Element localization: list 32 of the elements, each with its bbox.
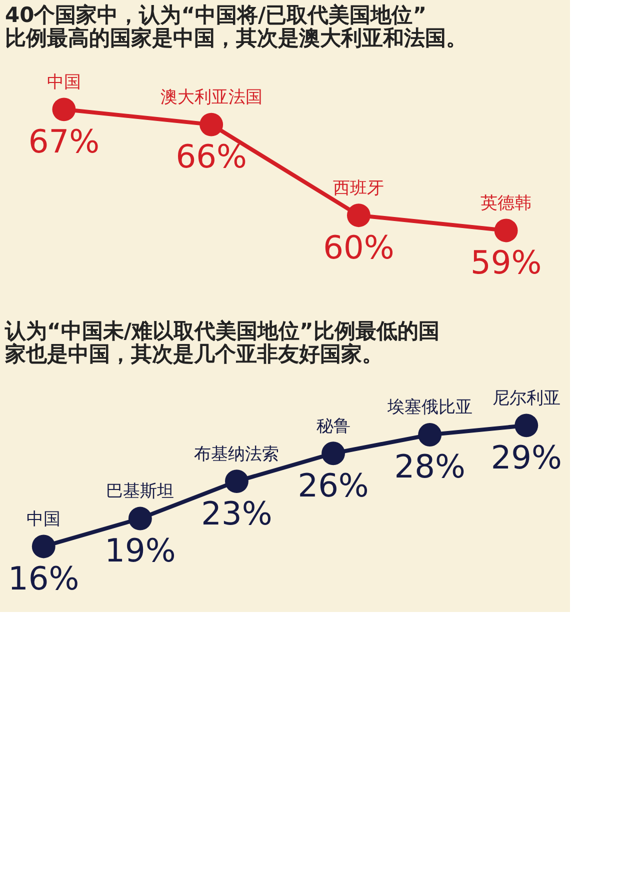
x-tick-label: 秘鲁 <box>316 416 350 436</box>
point <box>322 442 345 466</box>
x-tick-label: 埃塞俄比亚 <box>386 398 472 418</box>
point <box>128 506 152 530</box>
data-label: 59% <box>470 243 542 282</box>
x-tick-label: 尼尔利亚 <box>492 388 560 408</box>
chart-title: 40个国家中，认为“中国将/已取代美国地位”比例最高的国家是中国，其次是澳大利亚和法国。 <box>5 3 467 50</box>
data-label: 66% <box>176 138 247 176</box>
data-label: 60% <box>323 228 394 266</box>
point <box>346 204 370 228</box>
x-tick-label: 中国 <box>46 72 81 92</box>
point <box>494 218 518 242</box>
data-label: 29% <box>490 438 562 476</box>
point <box>200 112 224 136</box>
data-label: 26% <box>298 466 369 504</box>
data-label: 19% <box>104 532 176 570</box>
point <box>32 534 56 558</box>
point <box>52 98 76 122</box>
x-tick-label: 巴基斯坦 <box>106 482 174 502</box>
data-label: 16% <box>8 559 80 598</box>
chart-title: 认为“中国未/难以取代美国地位”比例最低的国家也是中国，其次是几个亚非友好国家。 <box>4 319 440 366</box>
x-tick-label: 西班牙 <box>333 178 384 198</box>
x-tick-label: 中国 <box>26 509 61 530</box>
data-label: 28% <box>394 448 466 486</box>
data-label: 23% <box>201 494 272 532</box>
point <box>514 414 538 438</box>
data-label: 67% <box>28 122 100 160</box>
point <box>418 423 442 446</box>
x-tick-label: 布基纳法索 <box>194 444 280 464</box>
x-tick-label: 英德韩 <box>480 193 532 214</box>
point <box>225 470 248 493</box>
x-tick-label: 澳大利亚法国 <box>160 88 262 108</box>
